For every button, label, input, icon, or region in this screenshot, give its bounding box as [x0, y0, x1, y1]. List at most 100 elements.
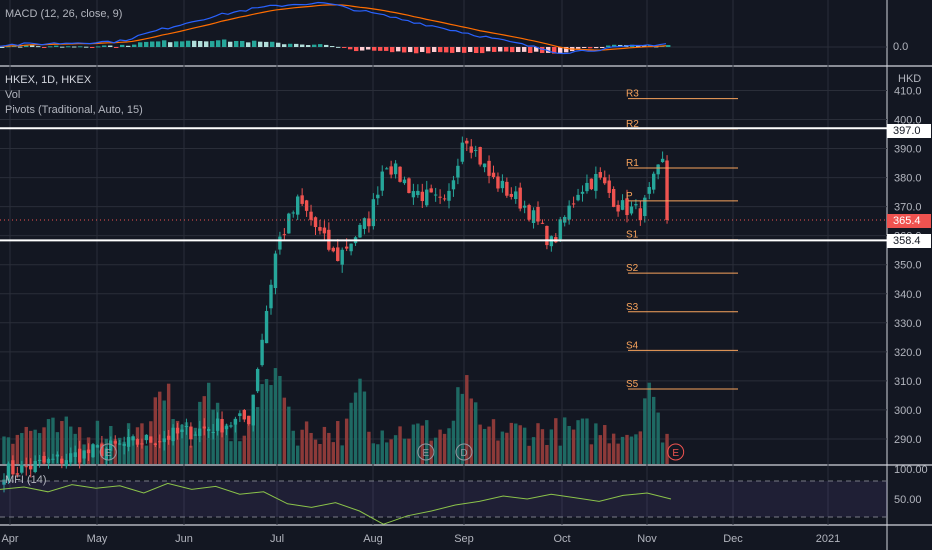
candle[interactable] — [482, 163, 487, 168]
candle[interactable] — [571, 203, 576, 205]
macd-line[interactable] — [0, 1, 667, 55]
candle[interactable] — [594, 173, 598, 191]
candle[interactable] — [273, 253, 278, 289]
candle[interactable] — [140, 443, 144, 445]
candle[interactable] — [55, 454, 60, 457]
candle[interactable] — [51, 458, 55, 460]
candle[interactable] — [540, 222, 545, 224]
candle[interactable] — [451, 180, 456, 190]
candle[interactable] — [15, 473, 20, 475]
candle[interactable] — [336, 247, 340, 261]
candle[interactable] — [634, 204, 638, 206]
candle[interactable] — [629, 206, 634, 214]
candle[interactable] — [340, 249, 344, 265]
candle[interactable] — [585, 182, 589, 192]
mfi-legend[interactable]: MFI (14) — [5, 474, 47, 486]
candle[interactable] — [598, 172, 602, 178]
candle[interactable] — [33, 460, 37, 473]
candle[interactable] — [331, 247, 335, 252]
candle[interactable] — [69, 453, 73, 463]
candle[interactable] — [438, 196, 442, 198]
candle[interactable] — [576, 194, 580, 201]
candle[interactable] — [6, 463, 11, 481]
candle[interactable] — [82, 450, 86, 459]
candle[interactable] — [86, 449, 91, 454]
earnings-marker-circle[interactable] — [667, 443, 685, 461]
candle[interactable] — [184, 426, 189, 428]
candle[interactable] — [118, 443, 122, 445]
candle[interactable] — [113, 441, 117, 444]
candle[interactable] — [389, 166, 393, 175]
candle[interactable] — [37, 459, 42, 461]
candle[interactable] — [322, 227, 327, 234]
candle[interactable] — [474, 149, 478, 151]
candle[interactable] — [580, 191, 585, 194]
candle[interactable] — [344, 246, 349, 249]
candle[interactable] — [242, 410, 246, 420]
candle[interactable] — [420, 191, 424, 202]
candle[interactable] — [158, 441, 162, 443]
candle[interactable] — [447, 190, 451, 201]
candle[interactable] — [278, 236, 282, 250]
candle[interactable] — [215, 418, 220, 431]
candle[interactable] — [264, 310, 269, 344]
candle[interactable] — [202, 426, 206, 429]
candle[interactable] — [456, 165, 460, 178]
candle[interactable] — [224, 426, 229, 430]
candle[interactable] — [100, 444, 104, 457]
candle[interactable] — [220, 419, 224, 433]
candle[interactable] — [2, 479, 6, 485]
candle[interactable] — [643, 197, 647, 217]
candle[interactable] — [291, 212, 295, 214]
candle[interactable] — [282, 234, 287, 236]
candle[interactable] — [514, 191, 518, 200]
candle[interactable] — [122, 443, 126, 446]
candle[interactable] — [460, 142, 465, 162]
candle[interactable] — [189, 426, 193, 440]
candle[interactable] — [77, 448, 82, 463]
candle[interactable] — [509, 193, 513, 197]
candle[interactable] — [162, 438, 166, 443]
candle[interactable] — [465, 140, 469, 144]
candle[interactable] — [522, 205, 527, 208]
candle[interactable] — [233, 418, 238, 425]
candle[interactable] — [144, 434, 149, 441]
earnings-marker-circle[interactable] — [99, 443, 117, 461]
candle[interactable] — [126, 437, 131, 447]
candle[interactable] — [229, 425, 233, 427]
candle[interactable] — [60, 458, 64, 464]
candle[interactable] — [24, 466, 28, 468]
candle[interactable] — [362, 218, 367, 229]
candle[interactable] — [407, 178, 411, 193]
candle[interactable] — [376, 194, 380, 199]
candle[interactable] — [318, 227, 322, 231]
candle[interactable] — [11, 460, 15, 475]
candle[interactable] — [255, 369, 260, 392]
macd-pane[interactable] — [0, 1, 887, 55]
candle[interactable] — [46, 458, 51, 463]
candle[interactable] — [527, 205, 531, 220]
candle[interactable] — [665, 160, 669, 220]
candle[interactable] — [607, 180, 611, 193]
candle[interactable] — [429, 188, 433, 193]
candle[interactable] — [309, 211, 313, 220]
candle[interactable] — [531, 210, 536, 224]
candle[interactable] — [42, 455, 46, 463]
candle[interactable] — [545, 225, 549, 246]
candle[interactable] — [660, 158, 665, 163]
candle[interactable] — [616, 204, 620, 212]
candle[interactable] — [64, 460, 68, 467]
candle[interactable] — [647, 187, 651, 194]
candle[interactable] — [131, 436, 135, 441]
candle[interactable] — [505, 181, 509, 196]
candle[interactable] — [238, 413, 242, 417]
dividend-marker-circle[interactable] — [455, 443, 473, 461]
candle[interactable] — [500, 180, 505, 189]
candle[interactable] — [442, 198, 447, 200]
candle[interactable] — [358, 224, 362, 238]
candle[interactable] — [491, 172, 496, 178]
candle[interactable] — [104, 448, 109, 460]
candle[interactable] — [95, 445, 100, 448]
candle[interactable] — [300, 195, 304, 204]
